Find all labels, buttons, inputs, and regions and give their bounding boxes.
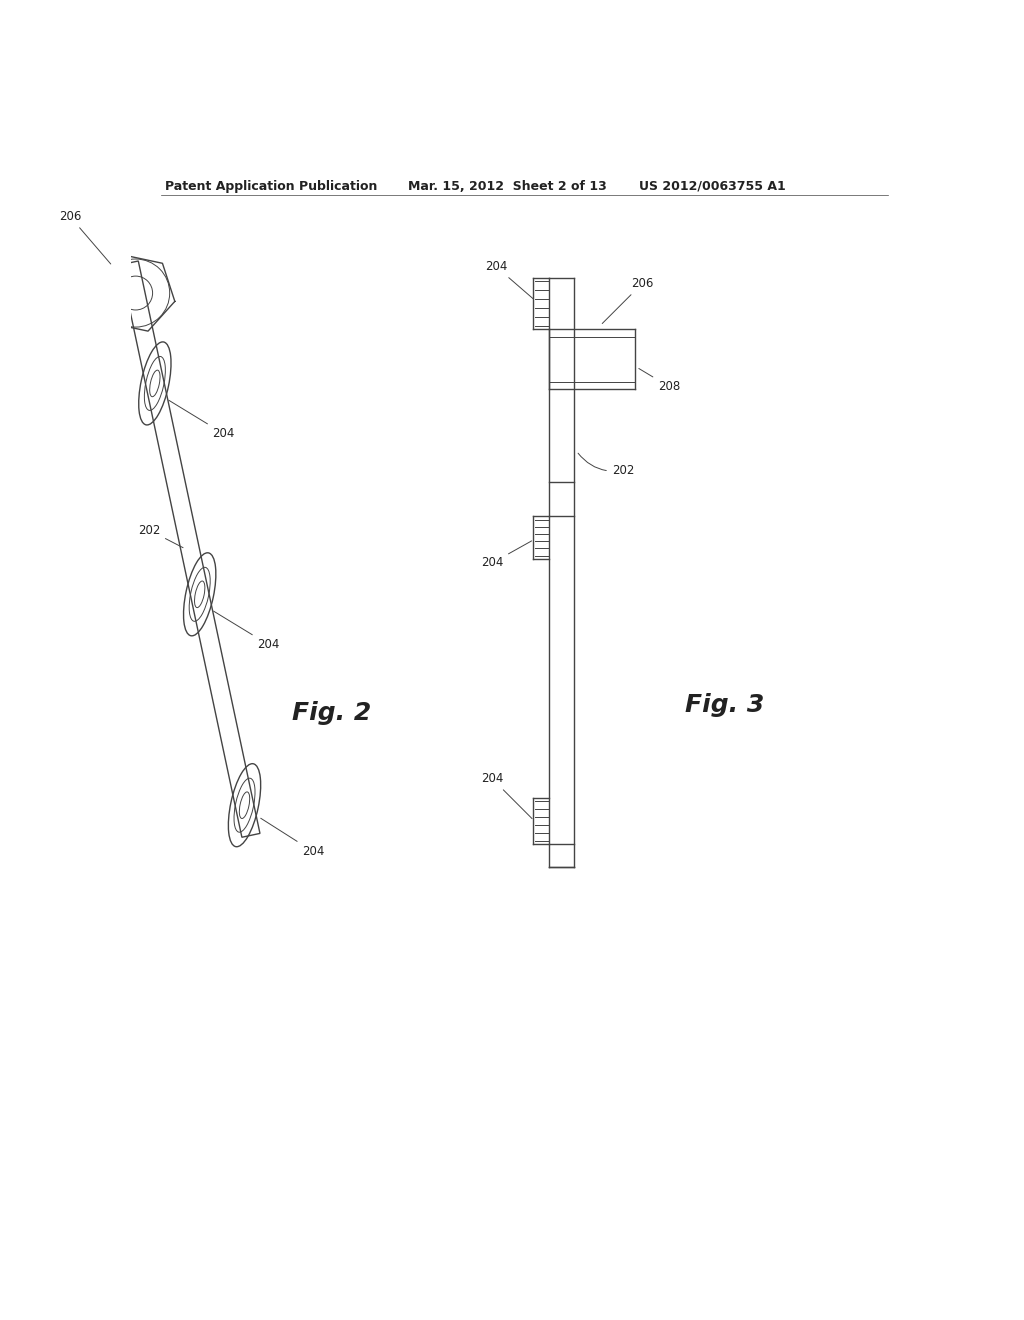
Text: Mar. 15, 2012  Sheet 2 of 13: Mar. 15, 2012 Sheet 2 of 13 — [408, 180, 606, 193]
Text: US 2012/0063755 A1: US 2012/0063755 A1 — [639, 180, 785, 193]
Text: 204: 204 — [214, 611, 280, 651]
Text: 204: 204 — [481, 772, 532, 818]
Text: 202: 202 — [579, 453, 634, 477]
Text: 204: 204 — [481, 541, 531, 569]
Text: 208: 208 — [639, 368, 680, 393]
Text: 206: 206 — [602, 277, 653, 323]
Text: 204: 204 — [169, 400, 234, 441]
Text: Fig. 2: Fig. 2 — [292, 701, 372, 725]
Text: Fig. 3: Fig. 3 — [685, 693, 764, 717]
Text: 204: 204 — [484, 260, 534, 300]
Text: 204: 204 — [261, 818, 325, 858]
Text: Patent Application Publication: Patent Application Publication — [165, 180, 378, 193]
Text: 202: 202 — [138, 524, 183, 548]
Text: 206: 206 — [58, 210, 111, 264]
